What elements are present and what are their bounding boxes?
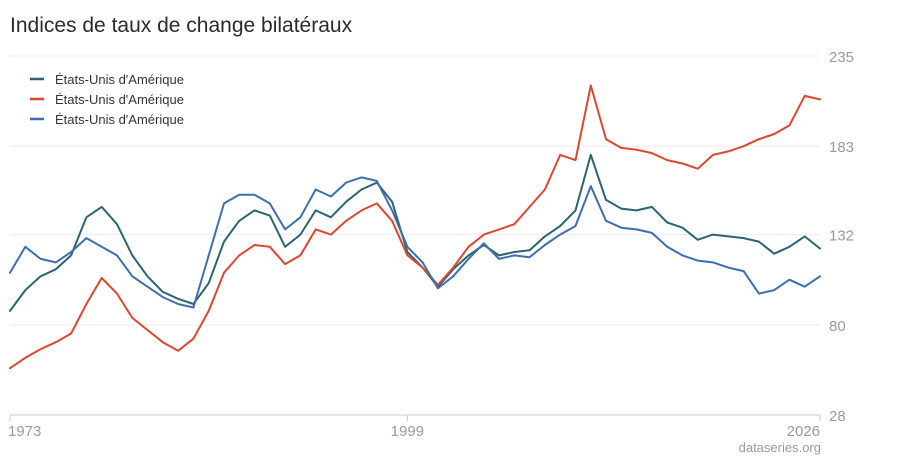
legend-label: États-Unis d'Amérique — [55, 72, 184, 87]
legend-label: États-Unis d'Amérique — [55, 112, 184, 127]
y-tick-label: 183 — [829, 139, 854, 156]
y-tick-label: 80 — [829, 318, 846, 335]
x-tick-label: 1973 — [8, 423, 41, 440]
x-tick-label: 2026 — [787, 423, 820, 440]
series-lines — [9, 84, 821, 370]
y-tick-label: 28 — [829, 408, 846, 425]
x-tick-label: 1999 — [391, 423, 424, 440]
series-line-2 — [9, 84, 821, 370]
chart-title: Indices de taux de change bilatéraux — [10, 14, 353, 37]
legend-label: États-Unis d'Amérique — [55, 92, 184, 107]
series-line-3 — [9, 176, 821, 309]
y-tick-label: 132 — [829, 228, 854, 245]
axes: 28 80 132 183 235 1973 1999 2026 — [8, 49, 854, 440]
series-line-1 — [9, 153, 821, 312]
legend: États-Unis d'Amérique États-Unis d'Amériq… — [30, 72, 184, 127]
y-tick-label: 235 — [829, 49, 854, 66]
source-label: dataseries.org — [738, 440, 821, 455]
gridlines — [10, 55, 820, 326]
